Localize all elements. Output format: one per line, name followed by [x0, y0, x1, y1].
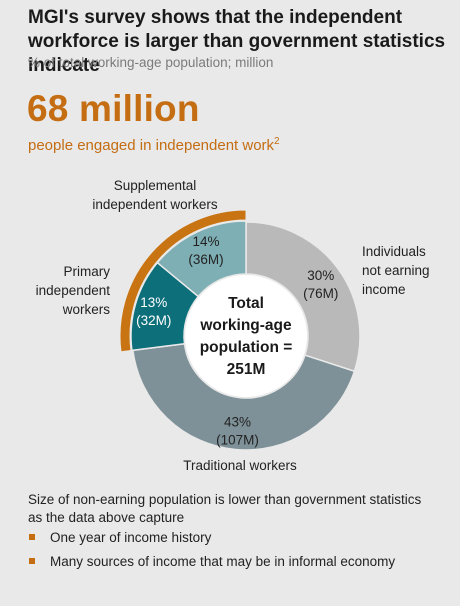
slice-percent-label: 14% — [192, 234, 219, 249]
label-not-earning-line: Individuals — [362, 244, 426, 259]
highlight-value: 68 million — [27, 88, 200, 129]
label-primary-line: Primary — [63, 264, 111, 279]
highlight-caption-text: people engaged in independent work — [28, 137, 275, 154]
center-label-line: working-age — [199, 317, 292, 334]
chart-subtitle: % of total working-age population; milli… — [28, 55, 274, 70]
note-text: Size of non-earning population is lower … — [28, 492, 422, 525]
slice-traditional — [132, 342, 356, 451]
center-label-line: Total — [228, 295, 264, 312]
independent-highlight-arc — [119, 209, 247, 353]
chart-title: MGI's survey shows that the independent … — [28, 7, 446, 76]
center-label-line: population = — [200, 339, 293, 356]
label-primary-line: independent — [35, 283, 110, 298]
bullet-marker — [29, 534, 35, 540]
slice-percent-label: 30% — [307, 268, 334, 283]
slice-millions-label: (32M) — [136, 313, 171, 328]
slice-millions-label: (36M) — [188, 252, 223, 267]
label-primary: Primary independent workers — [10, 262, 110, 319]
slice-millions-label: (76M) — [303, 286, 338, 301]
label-not-earning: Individuals not earning income — [362, 242, 457, 299]
label-traditional: Traditional workers — [130, 456, 350, 475]
slice-percent-label: 13% — [140, 295, 167, 310]
label-traditional-line: Traditional workers — [183, 458, 297, 473]
label-supplemental: Supplemental independent workers — [55, 176, 255, 214]
bullet-marker — [29, 558, 35, 564]
label-supplemental-line: Supplemental — [113, 178, 197, 193]
note-bullet-text: One year of income history — [50, 530, 212, 545]
label-supplemental-line: independent workers — [92, 197, 218, 212]
donut-center — [185, 275, 307, 397]
label-not-earning-line: not earning — [362, 263, 430, 278]
label-primary-line: workers — [62, 302, 110, 317]
note-bullet: One year of income history — [28, 529, 395, 553]
note-bullets: One year of income history Many sources … — [28, 529, 395, 577]
center-label-line: 251M — [227, 361, 266, 378]
note-bullet: Many sources of income that may be in in… — [28, 553, 395, 577]
slice-supplemental-inner — [156, 220, 247, 298]
label-not-earning-line: income — [362, 282, 406, 297]
slice-not-earning — [245, 221, 361, 373]
note-bullet-text: Many sources of income that may be in in… — [50, 554, 396, 569]
donut-chart: Total working-age population = 251M 30% (76M)… — [119, 209, 361, 451]
highlight-caption: people engaged in independent work2 — [28, 136, 280, 154]
footnote-mark: 2 — [274, 136, 280, 147]
slice-millions-label: (107M) — [216, 433, 259, 448]
slice-percent-label: 43% — [224, 415, 251, 430]
